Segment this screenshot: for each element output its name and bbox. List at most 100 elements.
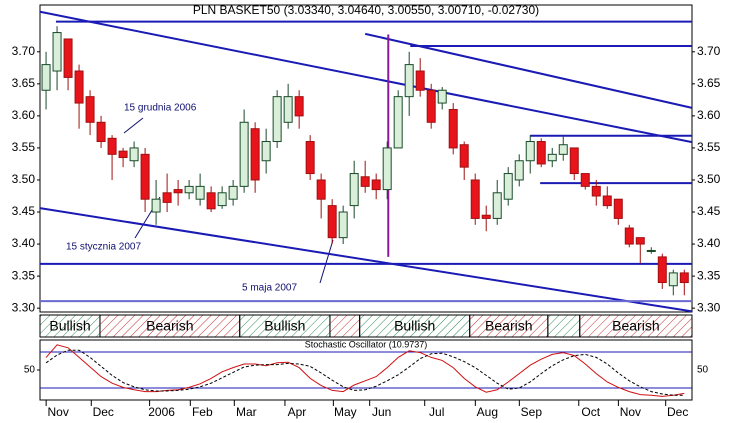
candle-body (151, 198, 161, 213)
candle-body (503, 173, 513, 200)
y2-tick-label: 3.45 (697, 204, 721, 218)
candle-body (129, 147, 139, 162)
x-tick-label: Sep (521, 405, 543, 419)
regime-segment (579, 314, 693, 338)
candle-body (250, 128, 260, 181)
candle-body (514, 160, 524, 181)
y-tick-label: 3.45 (12, 204, 36, 218)
candle-body (448, 108, 458, 149)
regime-label: Bearish (612, 318, 659, 334)
candle-body (382, 147, 392, 191)
x-tick-label: Oct (581, 405, 600, 419)
candle-body (107, 137, 117, 155)
candle-body (646, 249, 656, 252)
candle-body (492, 192, 502, 219)
y2-tick-label: 3.35 (697, 268, 721, 282)
x-tick-label: Dec (667, 405, 688, 419)
regime-label: Bullish (394, 318, 435, 334)
y-tick-label: 3.70 (12, 44, 36, 58)
annotation: 15 stycznia 2007 (66, 242, 141, 253)
candle-body (305, 141, 315, 175)
candle-body (63, 38, 73, 78)
candle-body (437, 89, 447, 104)
candle-body (624, 227, 634, 245)
annotation-pointer (319, 239, 334, 284)
y2-tick-label: 3.65 (697, 76, 721, 90)
candle-body (118, 150, 128, 159)
candle-body (338, 211, 348, 239)
candle-body (536, 141, 546, 165)
candle-body (481, 214, 491, 219)
y-tick-label: 3.55 (12, 140, 36, 154)
x-tick-label: Nov (47, 405, 68, 419)
candle-body (668, 272, 678, 287)
candle-body (415, 70, 425, 91)
y-tick-label: 3.50 (12, 172, 36, 186)
x-tick-label: May (334, 405, 357, 419)
regime-label: Bullish (49, 318, 90, 334)
candle-body (426, 89, 436, 123)
oscillator-title: Stochastic Oscillator (10.9737) (305, 339, 428, 349)
regime-label: Bullish (264, 318, 305, 334)
x-tick-label: Feb (192, 405, 213, 419)
x-tick-label: Dec (93, 405, 114, 419)
candle-body (371, 179, 381, 191)
candle-body (602, 195, 612, 207)
annotation-pointer (123, 117, 144, 134)
x-tick-label: Aug (477, 405, 498, 419)
regime-label: Bearish (146, 318, 193, 334)
y-tick-label: 3.30 (12, 300, 36, 314)
y-tick-label: 3.40 (12, 236, 36, 250)
candle-body (360, 176, 370, 187)
candle-body (173, 189, 183, 194)
candle-body (184, 185, 194, 194)
candle-body (349, 173, 359, 207)
oscillator-line (45, 344, 685, 397)
candle-body (459, 144, 469, 168)
y2-tick-label: 3.40 (697, 236, 721, 250)
x-tick-label: Jul (429, 405, 444, 419)
x-tick-label: 2006 (148, 405, 175, 419)
x-tick-label: Mar (236, 405, 257, 419)
candle-body (41, 64, 51, 91)
candle-body (404, 64, 414, 98)
candle-body (239, 121, 249, 187)
y2-tick-label: 3.50 (697, 172, 721, 186)
osc-tick-label: 50 (697, 365, 709, 376)
x-tick-label: Apr (288, 405, 307, 419)
candle-body (547, 153, 557, 162)
candle-body (393, 96, 403, 149)
regime-segment (547, 314, 581, 338)
candle-body (613, 198, 623, 219)
y2-tick-label: 3.55 (697, 140, 721, 154)
candle-body (52, 32, 62, 72)
candle-body (635, 237, 645, 245)
candle-body (228, 185, 238, 200)
trendline (39, 10, 693, 144)
candle-body (569, 147, 579, 175)
y-tick-label: 3.65 (12, 76, 36, 90)
y2-tick-label: 3.70 (697, 44, 721, 58)
osc-tick-label: 50 (24, 365, 36, 376)
candle-body (140, 153, 150, 200)
candle-body (261, 141, 271, 162)
candle-body (591, 185, 601, 197)
annotation: 5 maja 2007 (242, 283, 297, 294)
candle-body (316, 179, 326, 200)
candle-body (327, 205, 337, 239)
chart-title: PLN BASKET50 (3.03340, 3.04640, 3.00550,… (193, 3, 539, 17)
regime-segment (329, 314, 361, 338)
candle-body (294, 96, 304, 117)
annotation: 15 grudnia 2006 (124, 103, 197, 114)
candle-body (195, 185, 205, 200)
y2-tick-label: 3.30 (697, 300, 721, 314)
candle-body (679, 272, 689, 284)
candle-body (74, 70, 84, 104)
candle-body (470, 179, 480, 219)
candle-body (85, 96, 95, 123)
candle-body (96, 121, 106, 143)
regime-label: Bearish (485, 318, 532, 334)
candle-body (272, 96, 282, 143)
y2-tick-label: 3.60 (697, 108, 721, 122)
